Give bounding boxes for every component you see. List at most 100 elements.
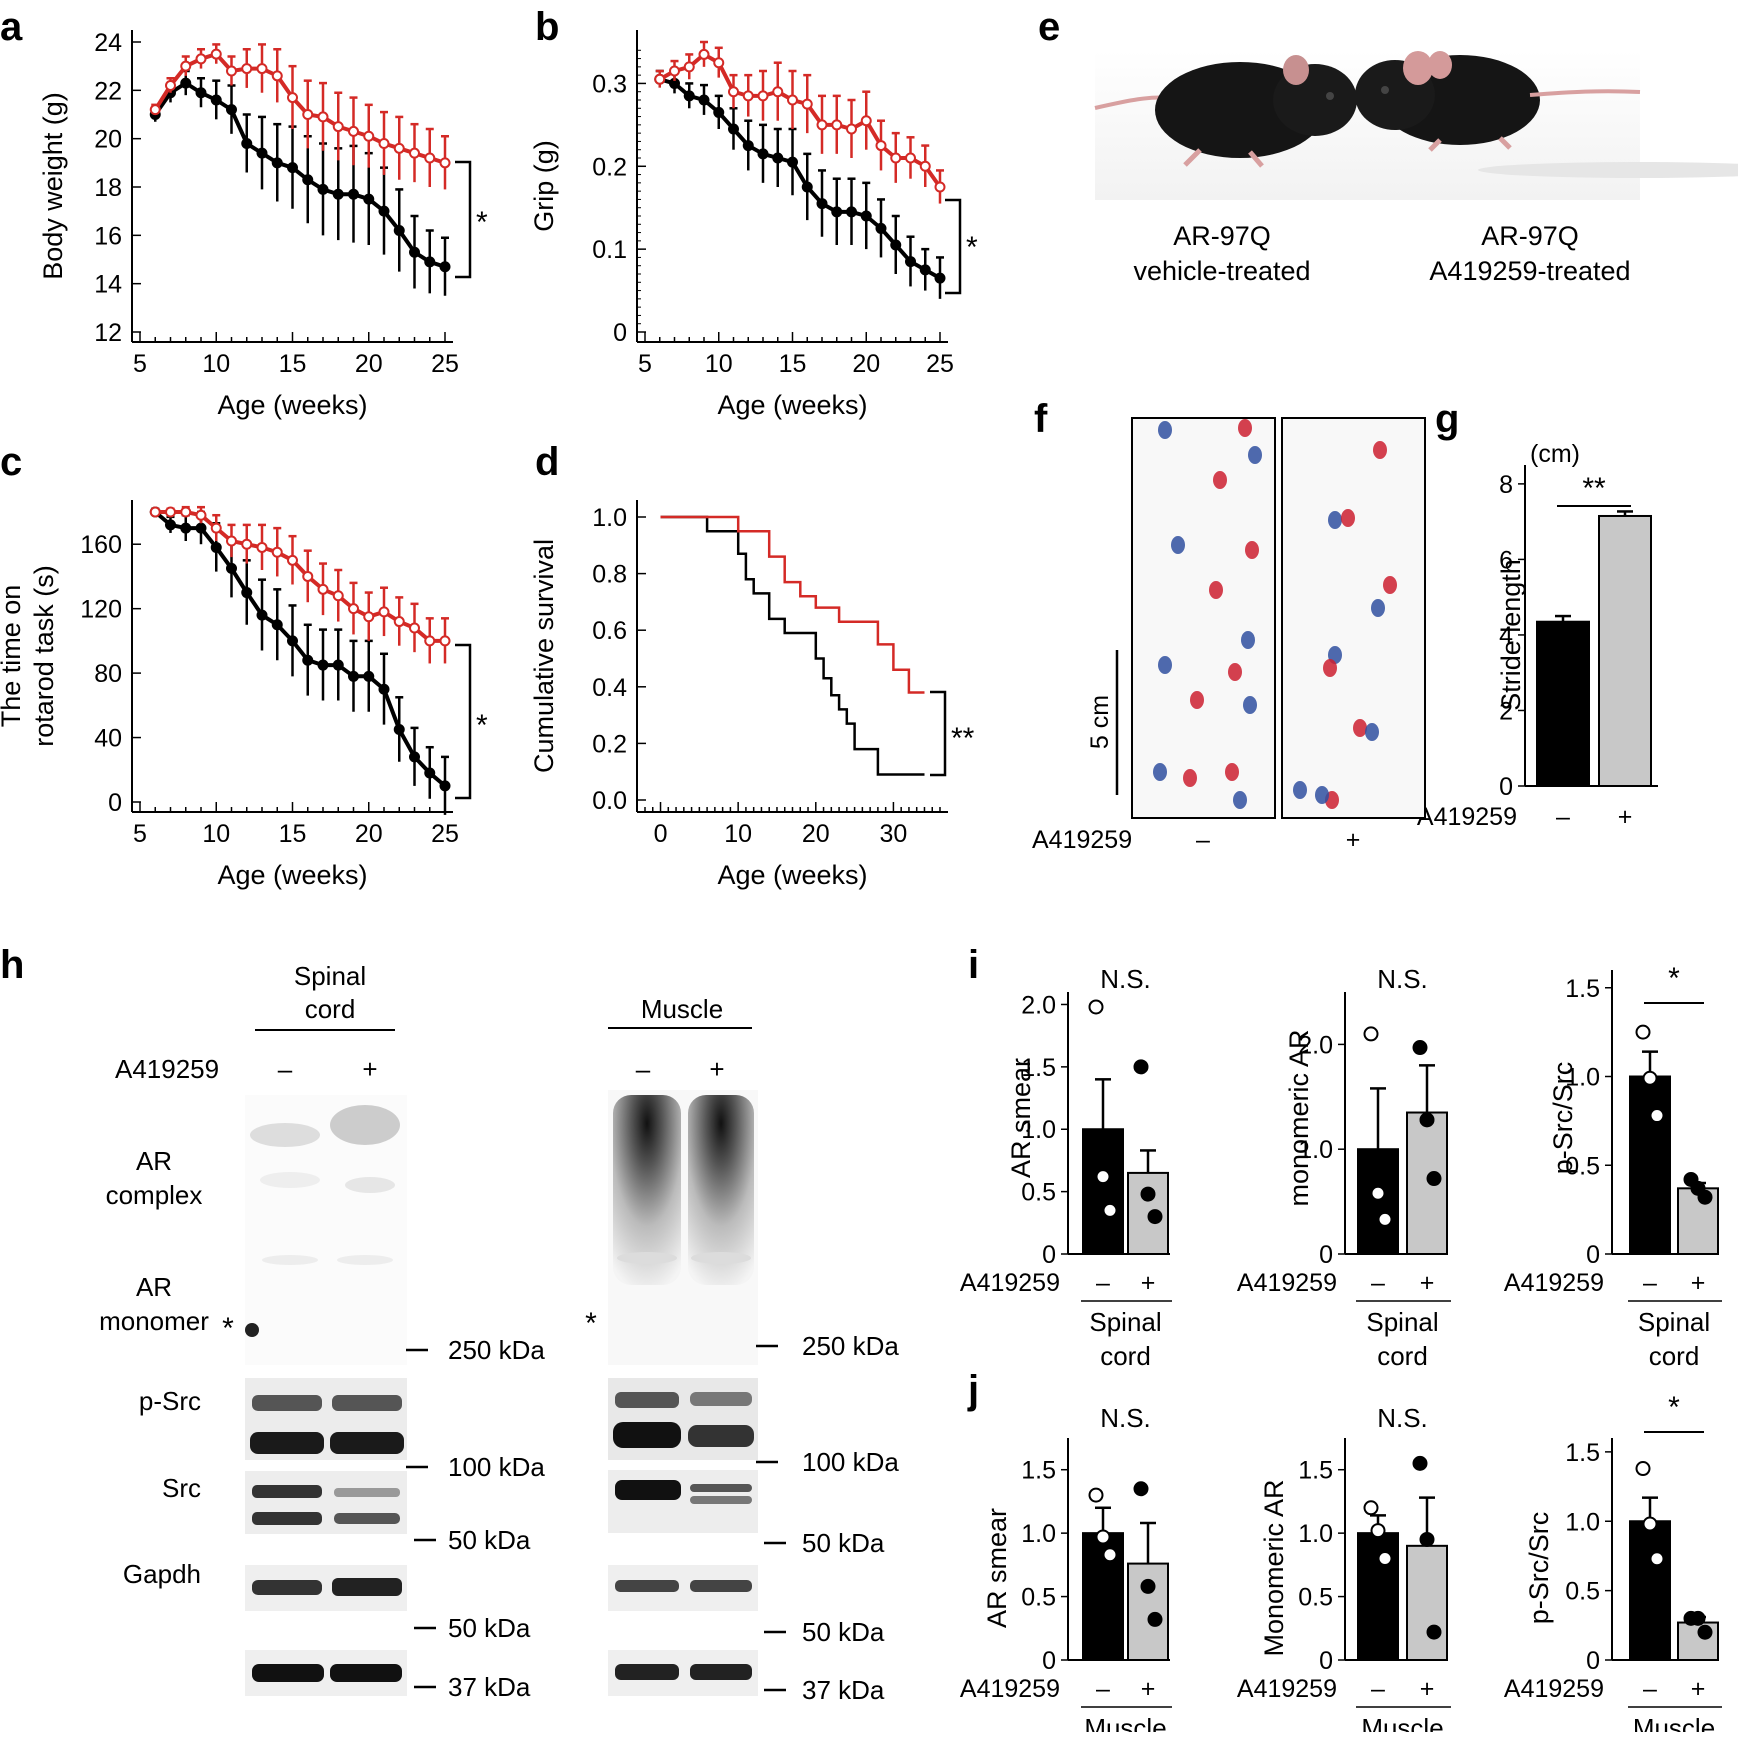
chart-survival: 0 10 20 30 0.0 0.2 0.4 0.6 0.8 1.0 Age (weeks) Cumu…	[529, 500, 948, 890]
y-tick-label: 6	[1499, 546, 1513, 574]
data-point	[363, 611, 375, 623]
data-point	[363, 193, 375, 205]
forepaw-print	[1341, 509, 1355, 527]
significance-label: N.S.	[1377, 1403, 1428, 1433]
data-point	[241, 63, 253, 75]
data-point	[890, 152, 902, 164]
data-point	[875, 222, 887, 234]
category-label: +	[1691, 1269, 1706, 1297]
significance-c: *	[455, 643, 488, 800]
individual-point	[1377, 1551, 1393, 1567]
data-point	[378, 138, 390, 149]
y-tick-label: 1.0	[592, 504, 627, 532]
category-label: +	[1618, 803, 1633, 831]
forepaw-print	[1373, 441, 1387, 459]
y-axis-label: Stride length	[1496, 559, 1526, 711]
data-point	[728, 86, 739, 98]
y-tick-label: 160	[80, 531, 122, 559]
x-tick-label: 10	[202, 350, 230, 378]
panel-label-h: h	[0, 943, 24, 987]
individual-point	[1690, 1610, 1706, 1626]
blot-sc-gapdh	[245, 1650, 407, 1696]
data-point	[302, 109, 314, 120]
data-point	[165, 519, 176, 531]
series-line-vehicle	[153, 80, 446, 269]
hindpaw-print	[1153, 763, 1167, 781]
forepaw-print	[1245, 541, 1259, 559]
blot-mu-psrc	[608, 1470, 758, 1533]
data-point	[801, 181, 813, 193]
hindpaw-print	[1241, 631, 1255, 649]
individual-point	[1426, 1624, 1442, 1640]
data-point	[241, 587, 253, 599]
y-tick-label: 0.4	[592, 674, 627, 702]
y-tick-label: 0	[613, 319, 627, 347]
category-label: +	[1420, 1675, 1435, 1703]
y-axis-label-line-2: rotarod task (s)	[29, 565, 59, 747]
x-tick-label: 5	[638, 350, 652, 378]
blot-mu-src	[608, 1565, 758, 1611]
individual-point	[1642, 1516, 1658, 1532]
hindpaw-print	[1158, 656, 1172, 674]
significance-b: *	[945, 198, 978, 295]
f-minus-label: –	[1196, 826, 1210, 854]
panel-label-g: g	[1435, 397, 1459, 441]
h-drug-label: A419259	[115, 1054, 219, 1084]
data-point	[256, 147, 268, 159]
blot-mu-gapdh	[608, 1650, 758, 1696]
data-point	[772, 152, 784, 164]
data-point	[439, 157, 451, 169]
category-label: +	[1141, 1675, 1156, 1703]
x-axis-label: Age (weeks)	[717, 390, 867, 420]
blot-panel: Spinal cord Muscle A419259 – + – + AR co…	[99, 961, 899, 1705]
y-tick-label: 4	[1499, 622, 1513, 650]
group-label: A419259	[1417, 803, 1517, 831]
forepaw-print	[1383, 576, 1397, 594]
y-unit-label: (cm)	[1530, 440, 1580, 468]
forepaw-print	[1209, 581, 1223, 599]
panel-label-c: c	[0, 440, 22, 484]
chart-body-weight: 5 10 15 20 25 12 14 16 18 20 22 24 Age (weeks) Body w…	[38, 29, 459, 420]
individual-point	[1642, 1070, 1658, 1086]
data-point	[317, 111, 329, 123]
data-point	[348, 125, 359, 137]
data-point	[271, 157, 283, 169]
x-tick-label: 25	[431, 820, 459, 848]
mw-markers-sc: 250 kDa 100 kDa 50 kDa 50 kDa 37 kDa	[406, 1335, 545, 1702]
data-point	[669, 65, 680, 77]
x-tick-label: 0	[654, 820, 668, 848]
data-point	[439, 635, 451, 647]
y-tick-label: 1.0	[1565, 1064, 1600, 1092]
y-axis-label: monomeric AR	[1284, 1029, 1314, 1206]
individual-point	[1133, 1481, 1149, 1497]
bar-control	[1536, 620, 1590, 787]
svg-text:50 kDa: 50 kDa	[802, 1617, 885, 1647]
svg-text:250 kDa: 250 kDa	[802, 1331, 899, 1361]
y-tick-label: 8	[1499, 471, 1513, 499]
data-point	[890, 239, 902, 251]
chart-j-ar-smear: 0 0.5 1.0 1.5 AR smear A419259 – + Muscle N.S.	[960, 1403, 1172, 1737]
data-point	[363, 130, 375, 142]
data-point	[226, 535, 237, 547]
y-tick-label: 16	[94, 222, 122, 250]
y-tick-label: 2.0	[1021, 991, 1056, 1019]
data-point	[424, 767, 436, 779]
series-line-A419259	[660, 515, 925, 694]
tissue-label-1: Muscle	[1633, 1713, 1715, 1732]
data-point	[165, 80, 176, 91]
group-label: A419259	[1504, 1269, 1604, 1297]
panel-label-j: j	[967, 1368, 979, 1412]
data-point	[149, 104, 161, 116]
bar-treated	[1406, 1544, 1448, 1662]
hindpaw-print	[1233, 791, 1247, 809]
individual-point	[1412, 1455, 1428, 1471]
x-tick-label: 15	[779, 350, 807, 378]
x-tick-label: 20	[802, 820, 830, 848]
x-axis-label: Age (weeks)	[717, 860, 867, 890]
forepaw-print	[1238, 419, 1252, 437]
hindpaw-print	[1243, 696, 1257, 714]
y-tick-label: 14	[94, 271, 122, 299]
tissue-label-1: Spinal	[1089, 1307, 1161, 1337]
blot-mu-ar-complex	[608, 1090, 758, 1365]
svg-text:*: *	[476, 206, 488, 239]
